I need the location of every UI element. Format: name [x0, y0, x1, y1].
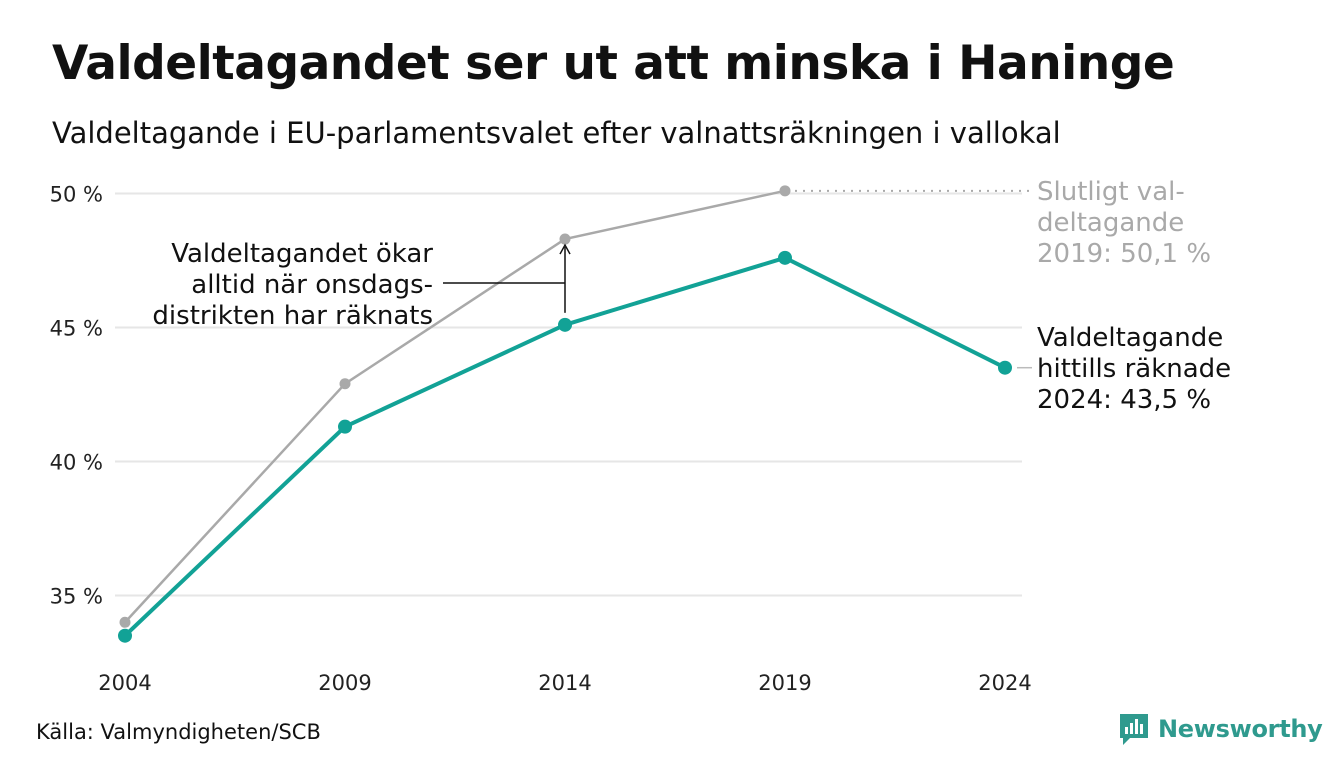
data-point-final [339, 378, 351, 390]
series-line-final [124, 189, 786, 624]
newsworthy-logo: Newsworthy [1118, 712, 1323, 746]
x-tick-label: 2024 [978, 671, 1031, 695]
chart-subtitle: Valdeltagande i EU-parlamentsvalet efter… [52, 116, 1061, 150]
data-point-counted [338, 419, 352, 434]
gap-arrow-head [559, 243, 571, 255]
source-note: Källa: Valmyndigheten/SCB [36, 720, 321, 744]
data-point-final [559, 233, 571, 245]
data-point-counted [998, 360, 1012, 375]
newsworthy-icon [1120, 714, 1148, 745]
y-tick-label: 45 % [50, 317, 103, 341]
data-point-final [119, 616, 131, 628]
y-tick-label: 50 % [50, 183, 103, 207]
line-chart: 35 % 40 % 45 % 50 % 2004 2009 2014 2019 2024 Slut… [50, 177, 1232, 695]
brand-name: Newsworthy [1158, 715, 1323, 743]
chart-title: Valdeltagandet ser ut att minska i Hanin… [52, 36, 1175, 91]
y-tick-label: 35 % [50, 585, 103, 609]
data-point-counted [118, 628, 132, 643]
counted-turnout-label: Valdeltagande hittills räknade 2024: 43,5 … [1037, 323, 1231, 415]
y-tick-label: 40 % [50, 451, 103, 475]
gap-annotation: Valdeltagandet ökar alltid när onsdags-di… [152, 239, 433, 331]
x-tick-label: 2014 [538, 671, 591, 695]
x-tick-label: 2009 [318, 671, 371, 695]
x-tick-label: 2004 [98, 671, 151, 695]
x-tick-label: 2019 [758, 671, 811, 695]
data-point-final [779, 185, 791, 197]
final-turnout-label: Slutligt val-deltagande 2019: 50,1 % [1037, 177, 1211, 269]
data-point-counted [778, 250, 792, 265]
data-point-counted [558, 317, 572, 332]
